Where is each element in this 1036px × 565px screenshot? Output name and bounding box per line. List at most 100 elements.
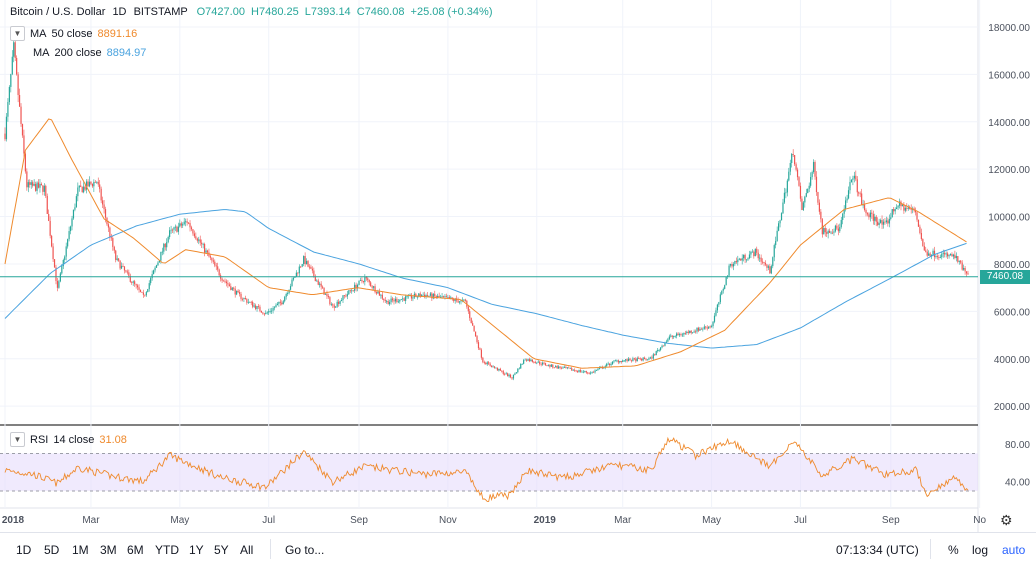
time-axis[interactable]: 2018 Mar May Jul Sep Nov 2019 Mar May Jul Sep No [2, 515, 987, 526]
candle-body [138, 287, 140, 290]
candle-body [858, 192, 860, 194]
candle-body [148, 283, 150, 290]
candle-body [759, 257, 761, 259]
range-button-ytd[interactable]: YTD [155, 543, 179, 557]
candle-body [620, 360, 622, 362]
candle-body [62, 260, 64, 267]
candle-body [14, 42, 16, 58]
range-button-3m[interactable]: 3M [100, 543, 117, 557]
candle-body [592, 371, 595, 373]
candle-body [629, 358, 631, 361]
candle-body [954, 254, 956, 259]
candle-body [18, 95, 21, 107]
candle-body [680, 334, 682, 336]
candle-body [378, 291, 381, 296]
range-button-1m[interactable]: 1M [72, 543, 89, 557]
candle-body [52, 246, 54, 260]
candle-body [179, 223, 181, 227]
auto-scale-toggle[interactable]: auto [1002, 543, 1026, 557]
candle-body [135, 284, 137, 286]
candle-body [46, 196, 48, 215]
candle-body [351, 290, 353, 292]
candle-body [576, 370, 579, 372]
time-tick-label: Mar [82, 515, 100, 526]
range-button-5d[interactable]: 5D [44, 543, 60, 557]
collapse-rsi-button[interactable]: ▼ [10, 432, 25, 447]
candle-body [236, 290, 238, 295]
candle-body [150, 278, 152, 284]
collapse-legend-button[interactable]: ▼ [10, 26, 25, 41]
candle-body [192, 229, 194, 234]
candle-body [59, 273, 61, 282]
candle-body [882, 221, 885, 225]
candle-body [760, 257, 762, 262]
candle-body [253, 305, 255, 307]
range-button-6m[interactable]: 6M [127, 543, 144, 557]
candle-body [410, 294, 413, 299]
candle-body [120, 265, 123, 269]
range-button-all[interactable]: All [240, 543, 254, 557]
candle-body [294, 276, 296, 278]
range-button-1y[interactable]: 1Y [189, 543, 204, 557]
candle-body [791, 153, 793, 164]
candle-body [457, 300, 459, 303]
candle-body [659, 347, 662, 350]
candle-body [474, 331, 477, 337]
range-button-5y[interactable]: 5Y [214, 543, 229, 557]
candle-body [372, 286, 375, 288]
candle-body [811, 171, 813, 178]
rsi-title: RSI [30, 433, 49, 446]
candle-body [221, 278, 223, 281]
candle-body [562, 367, 564, 369]
candle-body [298, 266, 300, 274]
candle-body [853, 175, 855, 179]
candle-body [384, 299, 386, 301]
candle-body [547, 364, 550, 366]
utc-clock[interactable]: 07:13:34 (UTC) [836, 543, 919, 557]
candle-body [617, 360, 619, 363]
candle-body [885, 220, 888, 223]
chart-canvas[interactable]: 18000.00 16000.00 14000.00 12000.00 10000.00… [0, 0, 1036, 532]
candle-body [36, 182, 38, 191]
candle-body [492, 366, 494, 368]
rsi-legend[interactable]: ▼ RSI 14 close 31.08 [10, 432, 127, 447]
bottom-toolbar: 1D 5D 1M 3M 6M YTD 1Y 5Y All Go to... 07… [0, 532, 1036, 565]
settings-gear-icon[interactable]: ⚙ [1000, 512, 1013, 528]
log-scale-toggle[interactable]: log [972, 543, 989, 557]
candle-body [572, 369, 574, 371]
candle-body [665, 341, 668, 343]
ma200-legend[interactable]: MA 200 close 8894.97 [33, 47, 146, 59]
candle-body [100, 188, 102, 201]
candle-body [479, 348, 481, 350]
symbol-name[interactable]: Bitcoin / U.S. Dollar [10, 6, 106, 18]
candle-body [761, 261, 764, 263]
candle-body [783, 192, 786, 203]
ma50-legend[interactable]: ▼ MA 50 close 8891.16 [10, 26, 137, 41]
candle-body [109, 227, 111, 238]
percent-scale-toggle[interactable]: % [948, 543, 959, 557]
candle-body [779, 220, 781, 224]
goto-date-button[interactable]: Go to... [285, 543, 325, 557]
candle-body [515, 372, 517, 374]
candle-body [421, 295, 423, 297]
candle-body [817, 192, 819, 203]
candle-body [65, 246, 67, 257]
toolbar-divider [270, 539, 271, 559]
candle-body [706, 327, 708, 329]
candle-body [780, 213, 783, 221]
candle-body [122, 265, 124, 267]
range-button-1d[interactable]: 1D [16, 543, 32, 557]
candle-body [877, 221, 879, 225]
candle-body [99, 184, 101, 189]
candle-body [635, 358, 637, 362]
candle-body [241, 298, 244, 300]
candle-body [174, 226, 177, 228]
candle-body [609, 363, 611, 366]
candle-body [460, 300, 462, 302]
candle-body [230, 286, 232, 290]
candle-body [965, 271, 968, 274]
price-axis[interactable]: 18000.00 16000.00 14000.00 12000.00 10000.00… [988, 23, 1030, 413]
candle-body [244, 298, 246, 300]
candle-body [281, 302, 283, 305]
candle-body [383, 298, 385, 300]
